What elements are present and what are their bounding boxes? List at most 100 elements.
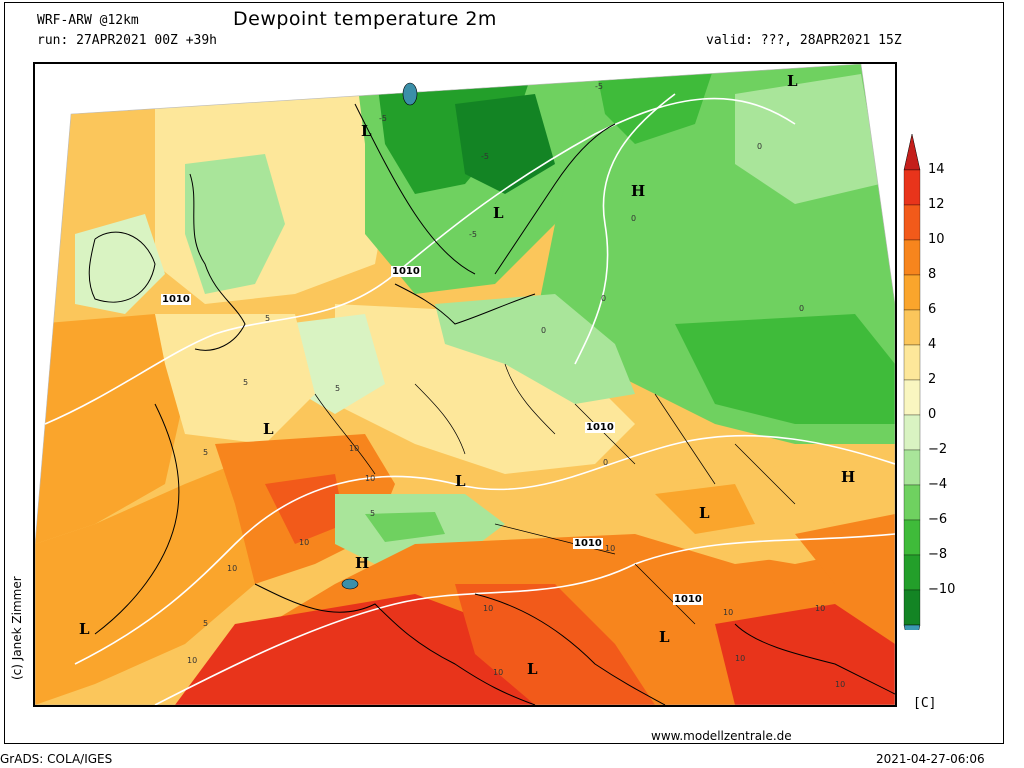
contour-label: 10 — [835, 680, 846, 689]
contour-label: 5 — [203, 619, 209, 628]
isobar-label: 1010 — [585, 422, 615, 433]
contour-label: -5 — [379, 114, 387, 123]
high-pressure-center: H — [631, 182, 646, 200]
contour-label: 5 — [243, 378, 249, 387]
colorbar-tick-label: 0 — [928, 407, 937, 422]
timestamp: 2021-04-27-06:06 — [876, 752, 985, 766]
low-pressure-center: L — [699, 504, 710, 522]
low-pressure-center: L — [455, 472, 466, 490]
contour-label: 0 — [799, 304, 805, 313]
colorbar-tick-label: 4 — [928, 337, 937, 352]
coastlines — [88, 103, 895, 705]
isobar-line — [574, 93, 676, 365]
lake-geneva — [341, 578, 359, 590]
contour-label: 0 — [603, 458, 609, 467]
field-russia-north — [735, 74, 880, 204]
border-line — [734, 443, 796, 505]
contour-label: 5 — [335, 384, 341, 393]
colorbar-tick-label: −8 — [928, 547, 948, 562]
colorbar-tick-label: 10 — [928, 232, 945, 247]
run-label: run: 27APR2021 00Z +39h — [37, 33, 218, 48]
colorbar-segment — [903, 379, 921, 416]
coastline-italy — [254, 583, 536, 705]
contour-label: 10 — [483, 604, 494, 613]
colorbar-tick-label: −2 — [928, 442, 948, 457]
contour-label: 10 — [187, 656, 198, 665]
colorbar-tick-label: 12 — [928, 197, 945, 212]
contour-label: 10 — [605, 544, 616, 553]
lake-vanern — [402, 82, 418, 106]
field-iberia — [35, 464, 265, 705]
isobar-label: 1010 — [573, 538, 603, 549]
border-line — [494, 523, 616, 555]
contour-label: 10 — [349, 444, 360, 453]
colorbar-top-arrow — [903, 134, 921, 171]
field-norway-dark — [455, 94, 555, 194]
model-label: WRF-ARW @12km — [37, 13, 139, 28]
low-pressure-center: L — [493, 204, 504, 222]
coastline-britain — [189, 173, 246, 351]
border-line — [314, 393, 376, 475]
chart-title: Dewpoint temperature 2m — [233, 8, 497, 30]
credit-label: (c) Janek Zimmer — [10, 576, 24, 680]
contour-label: 10 — [723, 608, 734, 617]
isobar-label: 1010 — [391, 266, 421, 277]
colorbar-segment — [903, 239, 921, 276]
contour-label: 10 — [815, 604, 826, 613]
colorbar-tick-label: 2 — [928, 372, 937, 387]
contour-label: 5 — [370, 509, 376, 518]
field-poland — [435, 294, 635, 404]
border-line — [634, 563, 696, 625]
coastline-norway — [354, 103, 476, 275]
border-line — [504, 363, 556, 435]
colorbar-segment — [903, 449, 921, 486]
field-scotland — [185, 154, 285, 294]
field-adriatic — [455, 584, 655, 705]
low-pressure-center: L — [361, 122, 372, 140]
colorbar-segment — [903, 484, 921, 521]
software-credit: GrADS: COLA/IGES — [0, 752, 113, 766]
contour-label: 10 — [227, 564, 238, 573]
contour-label: 10 — [299, 538, 310, 547]
colorbar-tick-label: −6 — [928, 512, 948, 527]
colorbar-segment — [903, 309, 921, 346]
colorbar-tick-label: −4 — [928, 477, 948, 492]
field-ireland — [75, 214, 165, 314]
coastline-biscay — [94, 403, 180, 635]
border-line — [574, 403, 636, 465]
colorbar-segment — [903, 204, 921, 241]
colorbar-segment — [903, 169, 921, 206]
field-alps-core — [365, 512, 445, 542]
coastline-adriatic — [474, 593, 666, 705]
colorbar-segment — [903, 414, 921, 451]
coastline-ireland — [88, 231, 156, 303]
colorbar-segment — [903, 589, 921, 626]
colorbar-tick-label: 6 — [928, 302, 937, 317]
colorbar — [903, 134, 921, 630]
colorbar-segment — [903, 274, 921, 311]
map-svg — [35, 64, 895, 705]
colorbar-segment — [903, 519, 921, 556]
isobar-label: 1010 — [161, 294, 191, 305]
low-pressure-center: L — [659, 628, 670, 646]
figure-border — [4, 2, 1004, 744]
isobar-label: 1010 — [673, 594, 703, 605]
colorbar-tick-label: 14 — [928, 162, 945, 177]
field-north-france — [155, 314, 315, 444]
field-belarus — [675, 314, 895, 424]
contour-label: -5 — [595, 82, 603, 91]
borders — [314, 363, 796, 625]
colorbar-tick-label: 8 — [928, 267, 937, 282]
field-black-sea — [795, 514, 895, 584]
low-pressure-center: L — [79, 620, 90, 638]
contour-label: 10 — [493, 668, 504, 677]
isobar-line — [74, 434, 895, 665]
high-pressure-center: H — [841, 468, 856, 486]
colorbar-segment — [903, 344, 921, 381]
contour-label: 0 — [601, 294, 607, 303]
colorbar-bottom-arrow — [903, 624, 921, 630]
field-aegean — [715, 604, 895, 705]
colorbar-tick-label: −10 — [928, 582, 956, 597]
field-romania — [655, 484, 755, 534]
contour-label: 5 — [203, 448, 209, 457]
